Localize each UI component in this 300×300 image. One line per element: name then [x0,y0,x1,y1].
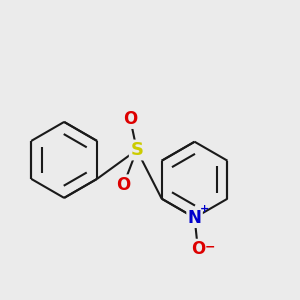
Text: +: + [200,204,209,214]
Text: S: S [130,141,143,159]
Text: −: − [205,241,216,254]
Text: O: O [191,240,205,258]
Text: N: N [188,209,202,227]
Text: O: O [116,176,131,194]
Text: O: O [123,110,137,128]
